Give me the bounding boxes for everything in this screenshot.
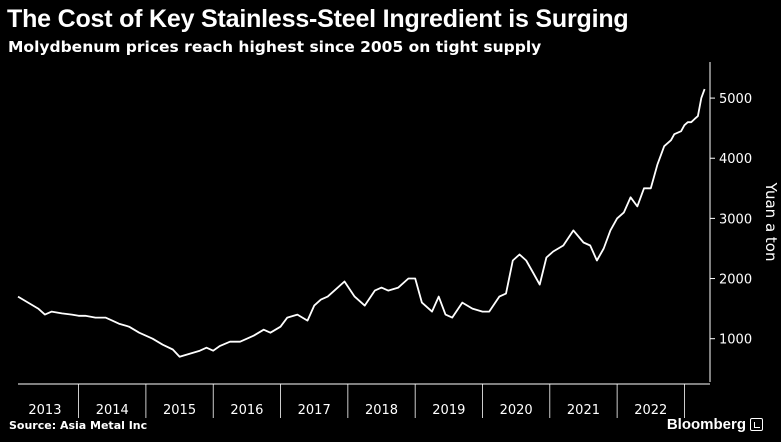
x-tick-label: 2020: [500, 403, 533, 418]
x-tick-label: 2018: [365, 403, 398, 418]
x-tick-label: 2021: [567, 403, 600, 418]
source-note: Source: Asia Metal Inc: [9, 419, 148, 432]
y-tick-label: 2000: [719, 273, 752, 288]
price-line: [17, 88, 706, 358]
y-axis: 1000 2000 3000 4000 5000: [709, 62, 752, 382]
y-tick-label: 1000: [719, 333, 752, 348]
x-tick-label: 2013: [28, 403, 61, 418]
x-tick-label: 2017: [298, 403, 331, 418]
x-tick-label: 2022: [634, 403, 667, 418]
chart-title: The Cost of Key Stainless-Steel Ingredie…: [7, 5, 629, 33]
brand-logo: Bloomberg: [667, 416, 763, 433]
bloomberg-terminal-icon: [750, 418, 763, 431]
y-tick-label: 3000: [719, 212, 752, 227]
y-tick-label: 4000: [719, 152, 752, 167]
chart-subtitle: Molydbenum prices reach highest since 20…: [8, 38, 542, 56]
x-tick-label: 2014: [96, 403, 129, 418]
y-tick-label: 5000: [719, 92, 752, 107]
y-axis-label: Yuan a ton: [762, 182, 780, 262]
brand-name: Bloomberg: [666, 416, 746, 433]
x-tick-label: 2019: [432, 403, 465, 418]
x-tick-label: 2015: [163, 403, 196, 418]
x-axis: 2013 2014 2015 2016 2017 2018 2019 2020 2021 2022: [18, 383, 710, 418]
x-tick-label: 2016: [230, 403, 263, 418]
